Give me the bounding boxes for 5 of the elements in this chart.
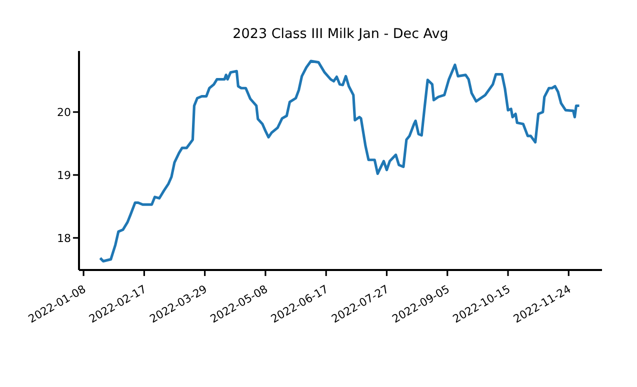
line-series <box>98 60 581 262</box>
y-tick-label: 20 <box>57 106 71 119</box>
y-tick-label: 18 <box>57 232 71 245</box>
chart-title: 2023 Class III Milk Jan - Dec Avg <box>232 26 450 42</box>
y-tick-label: 19 <box>57 168 71 182</box>
